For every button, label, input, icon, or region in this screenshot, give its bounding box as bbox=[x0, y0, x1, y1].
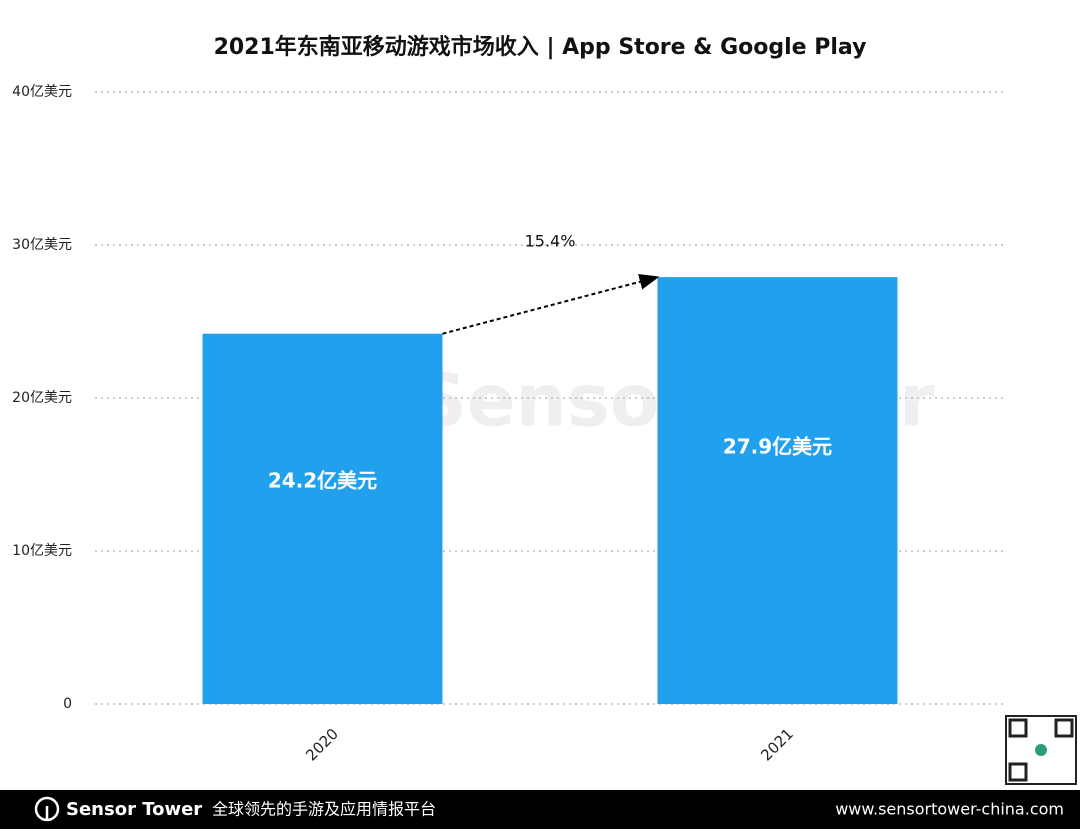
footer-brand: Sensor Tower bbox=[66, 799, 202, 820]
footer-bar bbox=[0, 790, 1080, 829]
chart-title: 2021年东南亚移动游戏市场收入 | App Store & Google Pl… bbox=[214, 34, 867, 60]
qr-code bbox=[1035, 744, 1047, 756]
footer-tagline: 全球领先的手游及应用情报平台 bbox=[212, 800, 436, 819]
y-tick-label: 20亿美元 bbox=[12, 390, 72, 406]
qr-code bbox=[1008, 718, 1028, 738]
growth-annotation: 15.4% bbox=[525, 232, 576, 251]
y-tick-label: 10亿美元 bbox=[12, 543, 72, 559]
value-label: 24.2亿美元 bbox=[268, 468, 377, 492]
qr-code bbox=[1008, 762, 1028, 782]
value-label: 27.9亿美元 bbox=[723, 434, 832, 458]
y-tick-label: 0 bbox=[63, 696, 72, 712]
y-tick-label: 40亿美元 bbox=[12, 84, 72, 100]
bar bbox=[202, 333, 443, 704]
qr-code bbox=[1054, 718, 1074, 738]
bar bbox=[657, 277, 898, 704]
growth-arrow bbox=[442, 273, 660, 335]
footer-url: www.sensortower-china.com bbox=[835, 800, 1064, 819]
y-tick-label: 30亿美元 bbox=[12, 237, 72, 253]
